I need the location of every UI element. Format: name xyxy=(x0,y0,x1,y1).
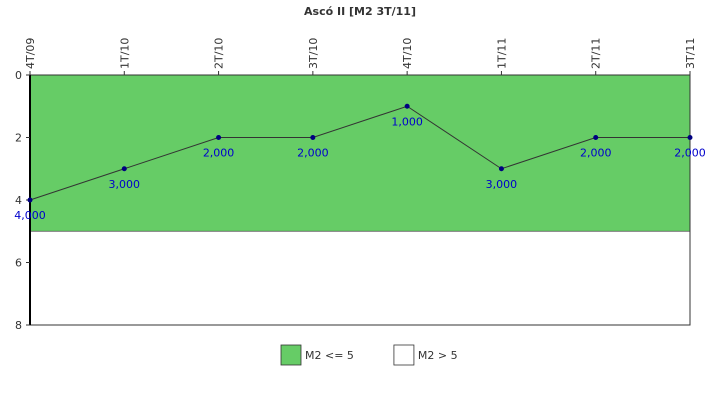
data-label: 2,000 xyxy=(297,147,329,160)
point xyxy=(404,103,410,109)
x-tick-label: 2T/10 xyxy=(213,38,226,69)
x-tick-label: 2T/11 xyxy=(590,38,603,69)
data-label: 2,000 xyxy=(203,147,235,160)
legend-label: M2 > 5 xyxy=(418,349,458,362)
x-tick-label: 4T/10 xyxy=(401,38,414,69)
data-label: 4,000 xyxy=(14,209,46,222)
chart-title: Ascó II [M2 3T/11] xyxy=(304,5,416,18)
data-label: 3,000 xyxy=(109,178,141,191)
x-tick-label: 3T/10 xyxy=(307,38,320,69)
point xyxy=(121,166,127,172)
data-label: 2,000 xyxy=(674,147,706,160)
point xyxy=(687,135,693,140)
point xyxy=(27,197,33,203)
band xyxy=(29,230,691,326)
x-tick-label: 3T/11 xyxy=(684,38,697,69)
legend-label: M2 <= 5 xyxy=(305,349,354,362)
y-tick-label: 0 xyxy=(15,69,22,82)
y-tick-label: 8 xyxy=(15,319,22,332)
point xyxy=(593,135,599,140)
y-tick-label: 6 xyxy=(15,257,22,270)
x-tick-label: 4T/09 xyxy=(24,38,37,69)
data-label: 2,000 xyxy=(580,147,612,160)
data-label: 1,000 xyxy=(391,115,423,128)
x-tick-label: 1T/11 xyxy=(495,38,508,69)
line xyxy=(29,105,690,201)
data-label: 3,000 xyxy=(486,178,518,191)
y-tick-label: 2 xyxy=(15,132,22,145)
point xyxy=(498,166,504,172)
legend-swatch xyxy=(280,344,302,366)
band xyxy=(29,74,691,232)
legend-swatch xyxy=(393,344,415,366)
point xyxy=(216,135,222,140)
point xyxy=(310,135,316,140)
x-tick-label: 1T/10 xyxy=(118,38,131,69)
y-tick-label: 4 xyxy=(15,194,22,207)
